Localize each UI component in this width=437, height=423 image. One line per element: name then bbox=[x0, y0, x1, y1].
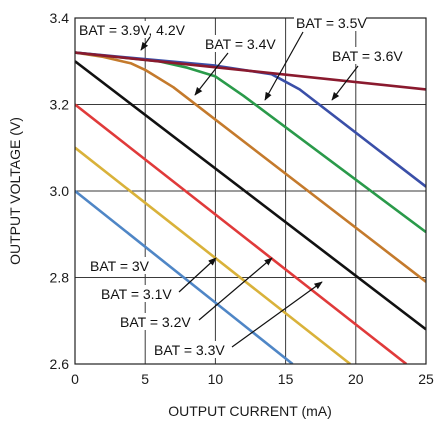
series-line-6 bbox=[75, 51, 426, 188]
annotations: BAT = 3.9V, 4.2V BAT = 3.4V BAT = 3.5V B… bbox=[77, 14, 403, 358]
arrow-bat-39-42 bbox=[140, 36, 151, 51]
annotation-bat-32: BAT = 3.2V bbox=[120, 314, 191, 330]
y-tick-label-3-0: 3.0 bbox=[50, 183, 70, 199]
tick-labels: 0 5 10 15 20 25 2.6 2.8 3.0 3.2 3.4 bbox=[50, 10, 434, 387]
x-tick-label-5: 5 bbox=[141, 371, 149, 387]
annotation-bat-35: BAT = 3.5V bbox=[296, 15, 367, 31]
x-axis-title: OUTPUT CURRENT (mA) bbox=[168, 403, 332, 419]
series-line-0 bbox=[75, 189, 294, 364]
annotation-bat-3: BAT = 3V bbox=[90, 258, 150, 274]
label-bg-bat-36 bbox=[330, 47, 402, 64]
plot-frame bbox=[74, 17, 427, 365]
y-tick-label-2-8: 2.8 bbox=[50, 270, 70, 286]
label-bg-bat-31 bbox=[99, 285, 175, 302]
annotation-bat-36: BAT = 3.6V bbox=[332, 48, 403, 64]
label-bg-bat-32 bbox=[118, 313, 194, 330]
series-line-4 bbox=[75, 51, 426, 283]
x-tick-label-10: 10 bbox=[208, 371, 224, 387]
y-tick-label-3-2: 3.2 bbox=[50, 97, 70, 113]
annotation-bat-39-42: BAT = 3.9V, 4.2V bbox=[79, 22, 186, 38]
annotation-bat-33: BAT = 3.3V bbox=[154, 342, 225, 358]
x-tick-label-15: 15 bbox=[278, 371, 294, 387]
series-line-2 bbox=[75, 103, 408, 364]
x-tick-label-0: 0 bbox=[71, 371, 79, 387]
x-tick-label-20: 20 bbox=[348, 371, 364, 387]
arrow-bat-36 bbox=[331, 65, 359, 101]
annotation-bat-31: BAT = 3.1V bbox=[101, 286, 172, 302]
x-tick-label-25: 25 bbox=[418, 371, 434, 387]
arrow-bat-31 bbox=[178, 257, 217, 293]
arrow-bat-32 bbox=[198, 257, 273, 321]
label-bg-bat-35 bbox=[294, 14, 366, 31]
label-bg-bat-3 bbox=[88, 257, 152, 274]
y-axis-title: OUTPUT VOLTAGE (V) bbox=[7, 117, 23, 265]
y-tick-label-2-6: 2.6 bbox=[50, 356, 70, 372]
label-bg-bat-34 bbox=[203, 35, 275, 52]
series-lines bbox=[75, 51, 426, 364]
series-line-7 bbox=[75, 51, 426, 91]
series-line-3 bbox=[75, 60, 426, 331]
label-bg-bat-39-42 bbox=[77, 21, 163, 38]
label-bg-bat-33 bbox=[152, 341, 228, 358]
series-line-5 bbox=[75, 51, 426, 234]
y-tick-label-3-4: 3.4 bbox=[50, 10, 70, 26]
arrow-bat-34 bbox=[194, 52, 229, 96]
arrow-bat-35 bbox=[264, 31, 304, 101]
arrow-bat-33 bbox=[231, 281, 323, 348]
series-line-1 bbox=[75, 146, 352, 364]
annotation-bat-34: BAT = 3.4V bbox=[205, 36, 276, 52]
